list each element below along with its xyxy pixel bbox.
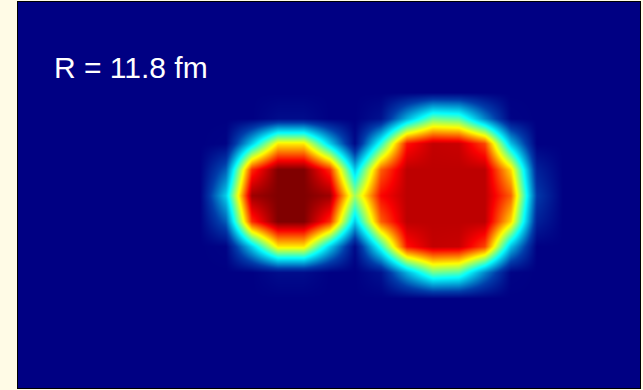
svg-text:R = 11.8 fm: R = 11.8 fm [54,51,208,84]
